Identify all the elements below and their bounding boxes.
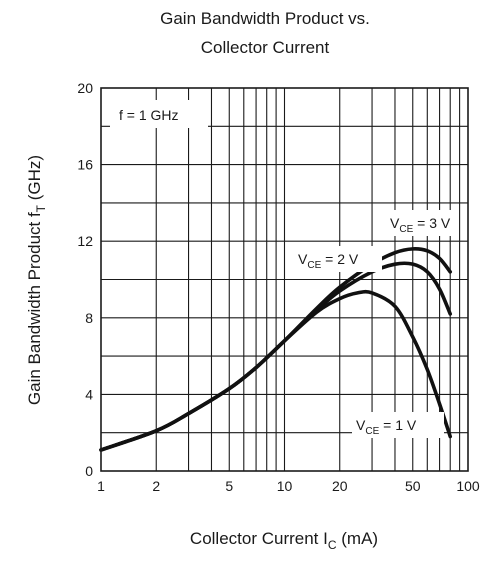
y-tick-label: 20 <box>77 80 93 96</box>
y-axis-label-main: Gain Bandwidth Product f <box>25 212 44 405</box>
series-label-main: V <box>390 215 400 231</box>
chart-title-line-1: Gain Bandwidth Product vs. <box>160 9 370 28</box>
series-label-sub: CE <box>399 224 413 235</box>
series-label-rest: = 1 V <box>379 417 417 433</box>
y-axis-label: Gain Bandwidth Product fT (GHz) <box>25 155 48 405</box>
condition-label-box <box>110 100 208 128</box>
x-tick-label: 10 <box>277 478 293 494</box>
grid <box>101 88 468 471</box>
y-tick-label: 12 <box>77 233 93 249</box>
series-label-1: VCE = 1 V <box>356 417 417 437</box>
series-label-2: VCE = 2 V <box>298 251 359 271</box>
series-label-rest: = 3 V <box>413 215 451 231</box>
series-label-sub: CE <box>365 426 379 437</box>
chart-title-line-2: Collector Current <box>201 38 330 57</box>
x-axis-label: Collector Current IC (mA) <box>190 529 378 552</box>
y-axis-label-unit: (GHz) <box>25 155 44 205</box>
y-tick-label: 0 <box>85 463 93 479</box>
series-label-box-2 <box>294 246 382 272</box>
series-label-box-1 <box>352 412 444 438</box>
series-label-rest: = 2 V <box>321 251 359 267</box>
x-tick-label: 1 <box>97 478 105 494</box>
series-label-main: V <box>356 417 366 433</box>
y-tick-label: 8 <box>85 310 93 326</box>
y-tick-label: 4 <box>85 386 93 402</box>
series-label-3: VCE = 3 V <box>390 215 451 235</box>
x-tick-label: 5 <box>225 478 233 494</box>
x-axis-label-main: Collector Current I <box>190 529 328 548</box>
y-tick-label: 16 <box>77 157 93 173</box>
condition-label: f = 1 GHz <box>119 107 179 123</box>
plot-frame <box>100 87 469 472</box>
x-axis-label-sub: C <box>328 538 337 552</box>
x-tick-label: 50 <box>405 478 421 494</box>
series-lines <box>99 246 453 452</box>
y-axis-label-sub: T <box>34 204 48 212</box>
series-label-sub: CE <box>307 260 321 271</box>
x-tick-label: 100 <box>456 478 480 494</box>
x-axis-label-unit: (mA) <box>337 529 379 548</box>
series-label-main: V <box>298 251 308 267</box>
x-tick-label: 20 <box>332 478 348 494</box>
x-tick-label: 2 <box>152 478 160 494</box>
series-line-3 <box>99 246 453 452</box>
series-label-box-3 <box>386 210 458 236</box>
